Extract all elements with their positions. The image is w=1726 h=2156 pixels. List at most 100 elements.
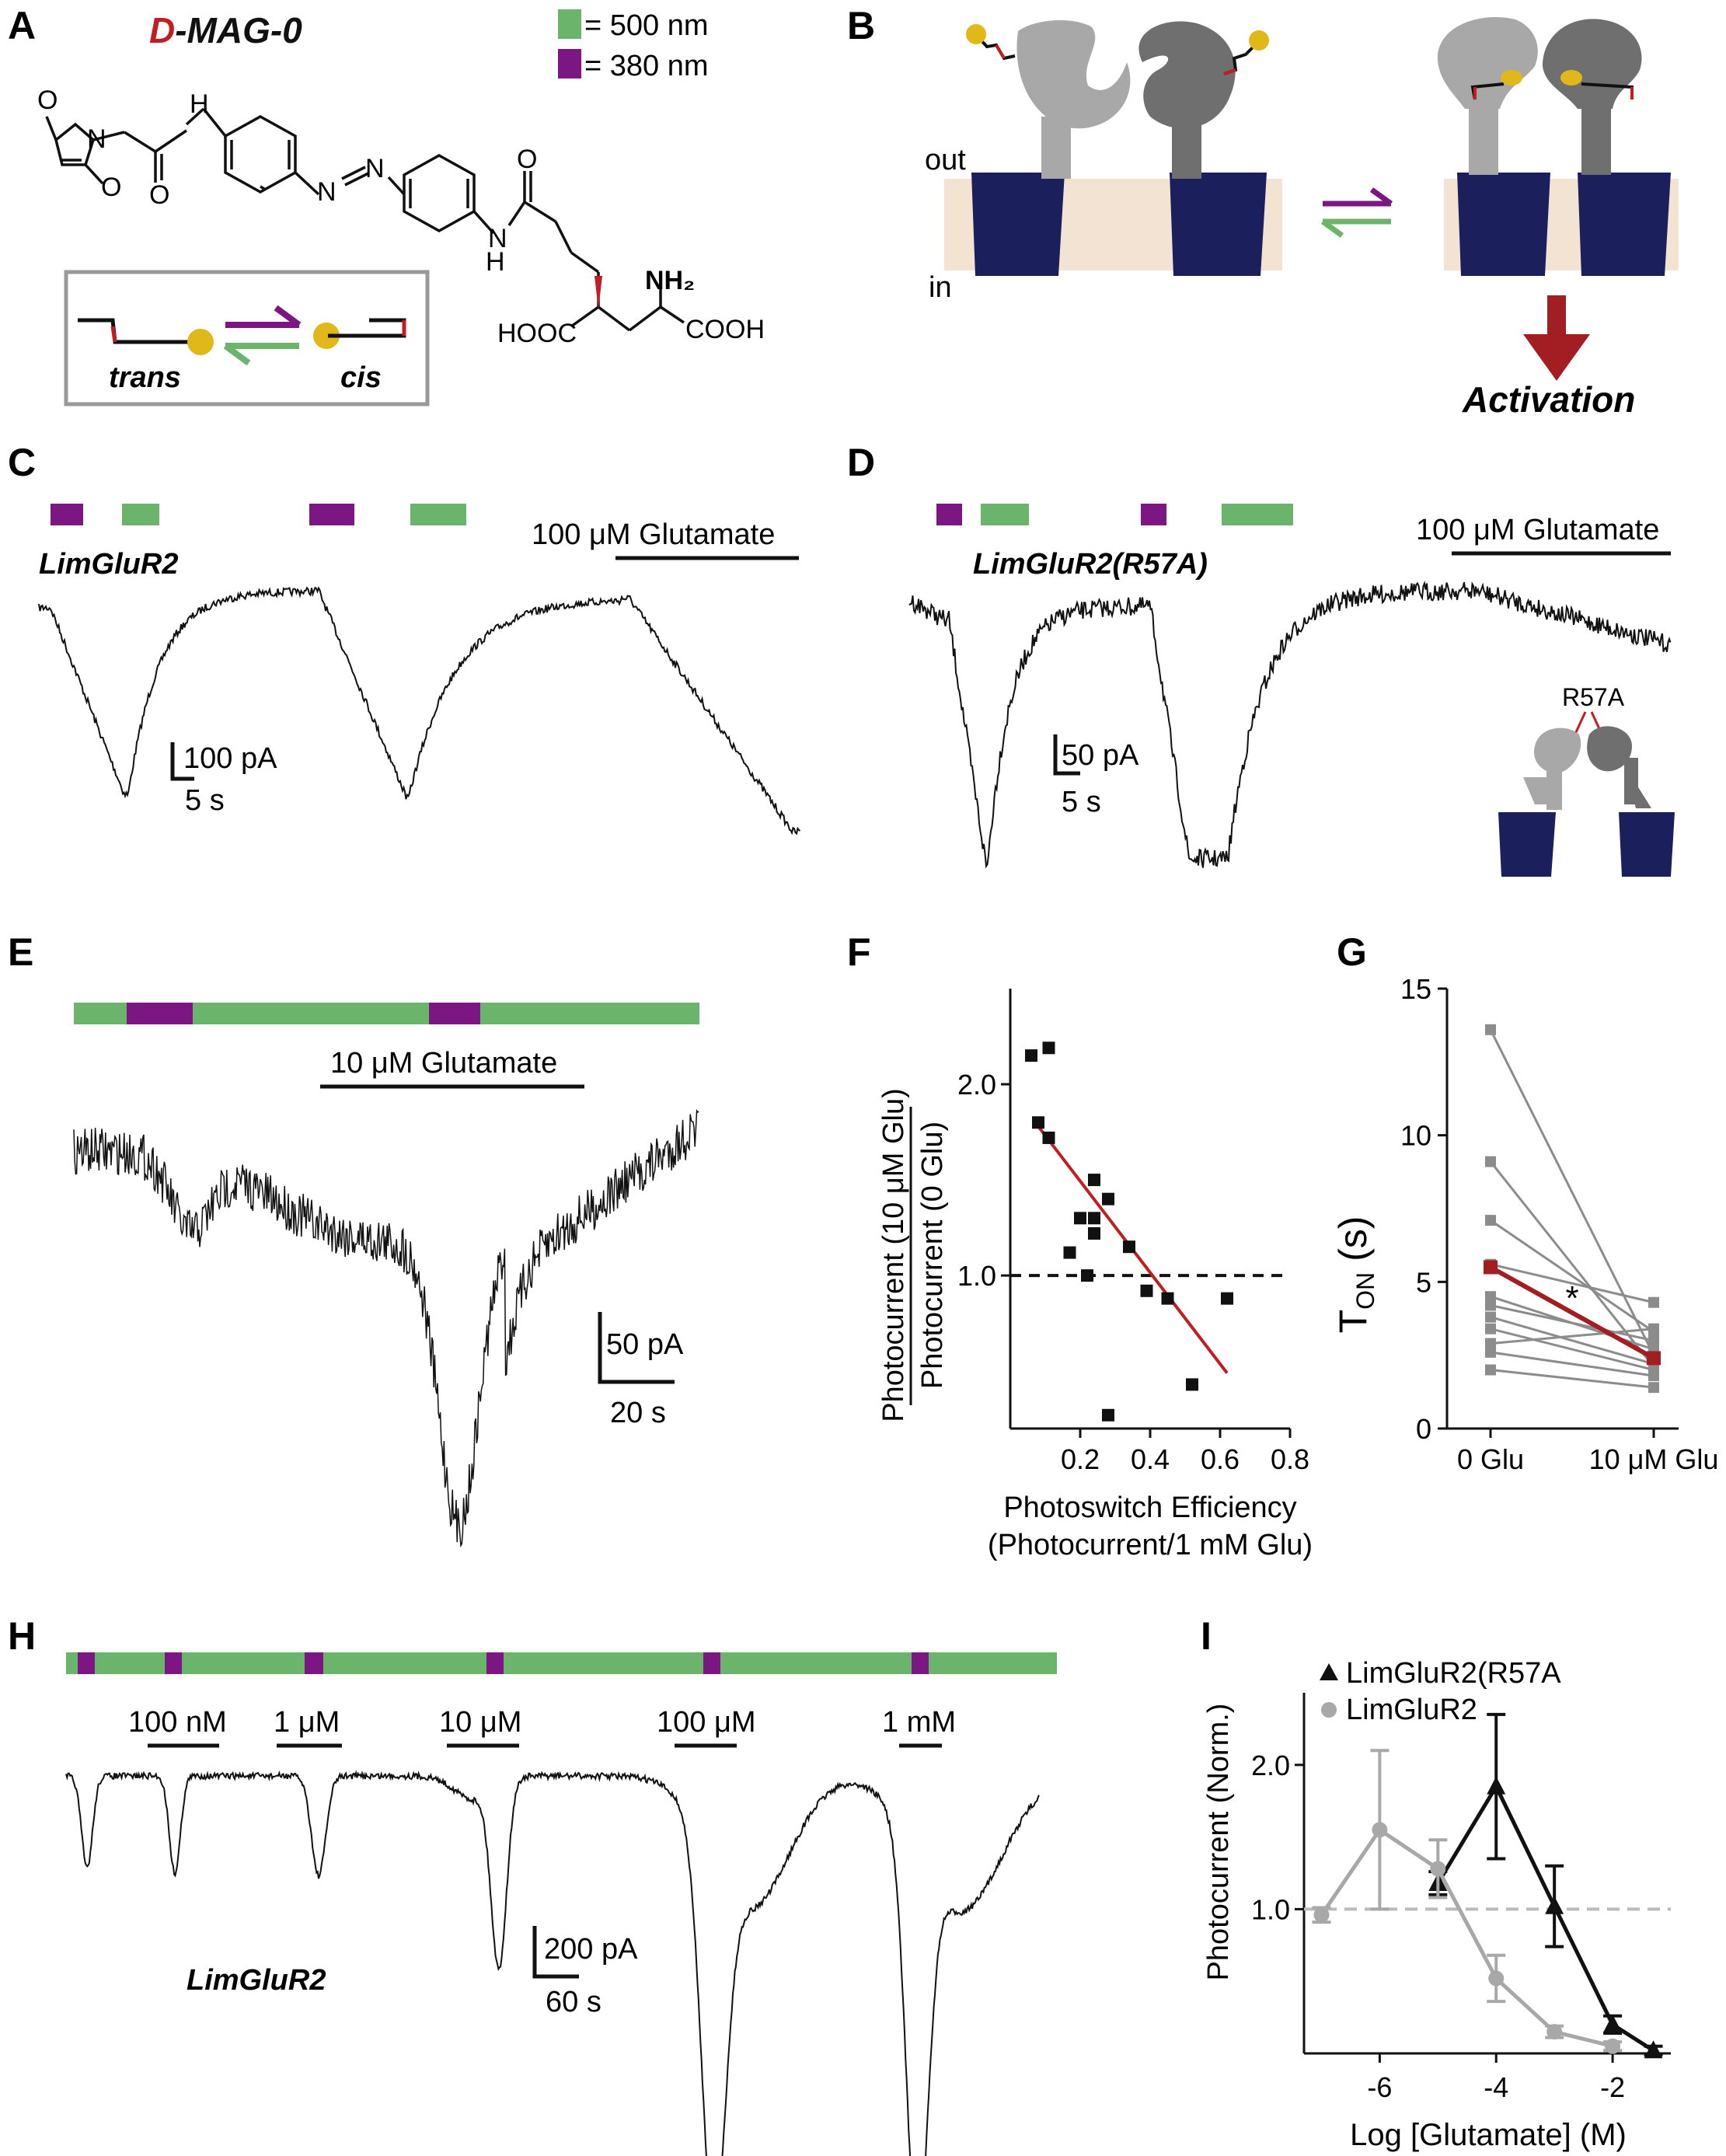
inset-box (64, 270, 430, 406)
current-trace (73, 1108, 699, 1548)
pair-line (1490, 1327, 1655, 1345)
pair-point (1648, 1334, 1659, 1346)
panel-g: G 0 5 10 15 0 Glu 10 μM Glu * TON (s) (1331, 930, 1718, 1475)
pair-line (1490, 1219, 1655, 1333)
legend-green-label: = 500 nm (584, 9, 709, 42)
scale-y-label: 50 pA (606, 1328, 684, 1361)
panel-b: B out in (847, 4, 1679, 420)
svg-text:HOOC: HOOC (497, 319, 577, 348)
data-point (1140, 1284, 1153, 1297)
pair-line (1490, 1369, 1655, 1389)
scale-x-label: 60 s (546, 1986, 601, 2018)
pair-point (1485, 1346, 1496, 1358)
panel-label-c: C (8, 441, 36, 484)
y-tick-label: 2.0 (957, 1069, 996, 1101)
pair-point (1485, 1300, 1496, 1311)
current-trace (65, 1770, 1040, 2156)
pair-point (1648, 1370, 1659, 1382)
data-point (1488, 1970, 1505, 1987)
r57a-receptor-inset: R57A (1498, 683, 1675, 877)
legend-purple-swatch (558, 49, 581, 78)
glutamate-label: 100 μM Glutamate (532, 518, 775, 551)
f-ylabel: Photocurrent (10 μM Glu) Photocurrent (0… (877, 1088, 949, 1422)
cis-label: cis (340, 361, 382, 394)
pair-line (1490, 1351, 1655, 1377)
pair-point (1485, 1215, 1496, 1226)
y-tick-label: 5 (1416, 1266, 1431, 1298)
y-tick-label: 0 (1416, 1413, 1431, 1445)
scale-x-label: 5 s (1062, 786, 1101, 818)
svg-text:O: O (37, 85, 58, 115)
data-point (1081, 1269, 1093, 1282)
tethered-ligands (966, 24, 1634, 100)
light-pulse-380 (51, 504, 83, 525)
data-point (1123, 1240, 1135, 1254)
light-pulse-380 (305, 1652, 323, 1674)
scale-x-label: 20 s (610, 1397, 666, 1429)
pair-line (1490, 1316, 1655, 1366)
light-pulse-500 (981, 504, 1029, 525)
cis-ligand-dot (313, 323, 340, 349)
construct-label: LimGluR2 (187, 1964, 326, 1997)
panel-label-b: B (847, 4, 875, 47)
x-tick-label: 0.4 (1131, 1443, 1170, 1475)
panel-d: D 100 μM Glutamate LimGluR2(R57A) 50 pA … (847, 441, 1675, 877)
data-point (1042, 1041, 1055, 1055)
pair-point (1648, 1382, 1659, 1394)
data-point (1161, 1292, 1174, 1305)
panel-label-h: H (8, 1614, 36, 1658)
svg-text:H: H (486, 247, 505, 277)
y-tick-label: 1.0 (957, 1260, 996, 1292)
data-point (1603, 2014, 1623, 2032)
light-pulse-380 (486, 1652, 504, 1674)
pair-line (1490, 1327, 1655, 1371)
svg-text:O: O (517, 145, 537, 174)
data-point (1063, 1246, 1076, 1259)
light-pulse-380 (127, 1003, 193, 1024)
scale-bar (170, 742, 194, 781)
construct-label: LimGluR2(R57A) (973, 548, 1208, 581)
paired-line-chart: 0 5 10 15 0 Glu 10 μM Glu * (1400, 973, 1718, 1475)
light-pulse-380 (429, 1003, 480, 1024)
panel-a: A D-MAG-0 = 500 nm = 380 nm (8, 4, 765, 406)
data-point (1042, 1131, 1055, 1144)
y-tick-label: 10 (1400, 1120, 1431, 1152)
f-ylabel-numerator: Photocurrent (10 μM Glu) (877, 1088, 910, 1422)
pair-point (1485, 1323, 1496, 1334)
data-point (1487, 1776, 1506, 1795)
i-ylabel: Photocurrent (Norm.) (1202, 1704, 1235, 1981)
ligand-binding-domains (1016, 17, 1642, 179)
pair-line (1490, 1304, 1655, 1342)
light-pulse-500 (122, 504, 159, 525)
svg-text:N: N (317, 177, 336, 207)
x-tick-label: 0.2 (1061, 1443, 1100, 1475)
concentration-labels: 100 nM 1 μM 10 μM 100 μM 1 mM (128, 1706, 956, 1739)
svg-text:N: N (365, 154, 385, 183)
x-tick-label: -4 (1484, 2071, 1508, 2103)
scatter-chart: 0.2 0.4 0.6 0.8 1.0 2.0 (957, 989, 1309, 1475)
data-point (1102, 1192, 1114, 1205)
scale-bar (1053, 734, 1080, 776)
dose-response-chart: -6 -4 -2 1.0 2.0 (1251, 1693, 1671, 2103)
light-pulse-380 (703, 1652, 720, 1674)
panel-i: I LimGluR2(R57A LimGluR2 -6 -4 -2 1.0 2.0 Ph… (1201, 1614, 1671, 2152)
i-xlabel: Log [Glutamate] (M) (1350, 2118, 1627, 2152)
svg-text:COOH: COOH (685, 315, 765, 344)
x-tick-label: -6 (1367, 2071, 1392, 2103)
x-tick-label: -2 (1600, 2071, 1625, 2103)
glutamate-label: 10 μM Glutamate (330, 1047, 557, 1080)
compound-name: D-MAG-0 (149, 10, 302, 51)
in-label: in (929, 271, 952, 304)
conc-label: 10 μM (439, 1706, 521, 1739)
data-point (1088, 1212, 1100, 1225)
conc-label: 100 μM (657, 1706, 756, 1739)
stereo-wedge (595, 276, 602, 309)
transmembrane-domains (971, 173, 1671, 276)
light-pulse-380 (165, 1652, 182, 1674)
data-point (1221, 1292, 1233, 1305)
pair-line (1489, 1160, 1655, 1368)
panel-label-e: E (8, 930, 33, 974)
pair-point (1485, 1338, 1496, 1349)
panel-label-d: D (847, 441, 875, 484)
x-tick-label: 0.8 (1271, 1443, 1309, 1475)
